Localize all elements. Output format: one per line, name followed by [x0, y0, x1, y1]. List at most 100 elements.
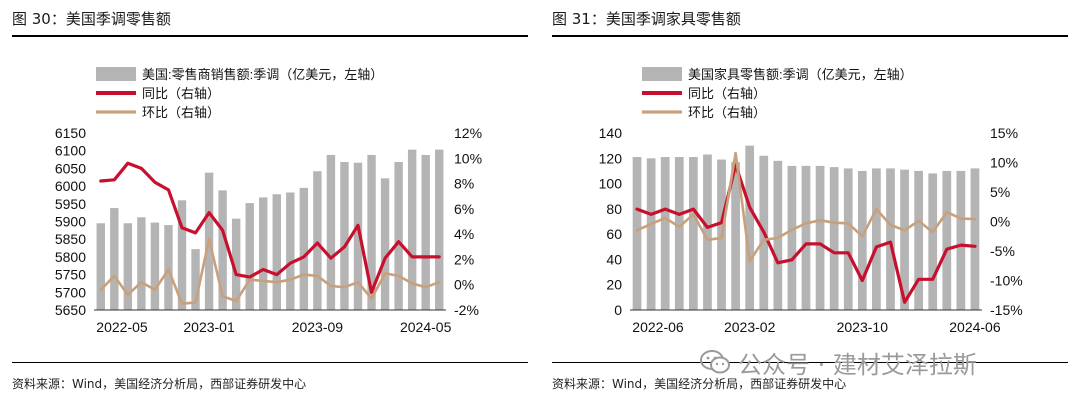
right-right-tick-6: 15% — [990, 125, 1018, 141]
wechat-icon — [700, 350, 730, 374]
right-left-tick-5: 100 — [599, 176, 623, 192]
left-legend-label-1: 同比（右轴） — [142, 86, 220, 101]
left-legend-swatch-bar — [96, 67, 136, 81]
right-bar-17 — [872, 168, 881, 310]
right-bar-5 — [703, 154, 712, 310]
left-bar-13 — [272, 194, 281, 310]
left-figure-title: 图 30：美国季调零售额 — [12, 10, 171, 28]
right-bar-7 — [731, 162, 740, 310]
left-right-tick-0: -2% — [454, 302, 479, 318]
left-line-mom — [99, 237, 441, 306]
right-x-tick-2: 2023-10 — [837, 319, 889, 335]
left-line-yoy — [99, 161, 441, 294]
left-bar-9 — [218, 190, 227, 310]
right-bar-22 — [942, 170, 952, 310]
right-bar-0 — [632, 157, 642, 310]
right-legend-label-0: 美国家具零售额:季调（亿美元，左轴） — [688, 67, 913, 82]
right-legend-label-2: 环比（右轴） — [688, 105, 766, 120]
right-bar-2 — [660, 157, 670, 310]
right-right-tick-4: 5% — [990, 184, 1010, 200]
right-x-tick-3: 2024-06 — [949, 319, 1001, 335]
left-figure: 图 30：美国季调零售额 5650 5700 5750 5800 5850 5900 595… — [12, 10, 528, 391]
left-bar-7 — [191, 249, 200, 310]
right-line-mom — [635, 151, 977, 263]
right-left-tick-2: 40 — [606, 251, 622, 267]
right-bar-16 — [857, 170, 867, 310]
left-bar-25 — [435, 149, 444, 310]
left-x-tick-2: 2023-09 — [292, 319, 344, 335]
right-bar-1 — [646, 158, 656, 310]
left-footer-rule — [12, 362, 528, 363]
right-bar-10 — [773, 160, 783, 310]
right-bar-11 — [787, 165, 797, 310]
left-x-tick-1: 2023-01 — [183, 319, 235, 335]
left-left-tick-6: 5950 — [55, 196, 86, 212]
left-bar-3 — [137, 217, 146, 310]
left-bar-12 — [259, 197, 268, 310]
watermark-text: 公众号 · 建材艾泽拉斯 — [738, 350, 977, 379]
left-title-rule — [12, 35, 528, 37]
right-bar-8 — [745, 145, 755, 310]
left-bar-2 — [123, 223, 133, 310]
right-line-yoy — [635, 163, 977, 304]
right-left-tick-7: 140 — [599, 125, 623, 141]
left-bar-4 — [150, 222, 160, 310]
left-bar-6 — [177, 200, 187, 310]
right-chart: 0 20 40 60 80 100 120 140 -15% -10% -5% 0% 5% 10% 15% 2… — [599, 67, 1023, 335]
right-figure-title: 图 31：美国季调家具零售额 — [552, 10, 741, 28]
left-bar-22 — [394, 162, 403, 310]
left-legend-label-0: 美国:零售商销售额:季调（亿美元，左轴） — [142, 67, 383, 82]
left-left-tick-4: 5850 — [55, 231, 86, 247]
left-left-tick-5: 5900 — [55, 214, 86, 230]
left-bar-11 — [245, 203, 254, 310]
left-x-tick-3: 2024-05 — [400, 319, 452, 335]
right-title-rule — [552, 35, 1068, 37]
left-left-tick-10: 6150 — [55, 125, 86, 141]
left-left-tick-3: 5800 — [55, 249, 86, 265]
left-right-tick-6: 10% — [454, 150, 482, 166]
right-bar-20 — [914, 170, 924, 310]
left-bar-24 — [421, 154, 430, 310]
left-bar-15 — [299, 187, 309, 310]
left-left-tick-2: 5750 — [55, 267, 86, 283]
left-source-note: 资料来源：Wind，美国经济分析局，西部证券研发中心 — [12, 377, 307, 391]
right-bar-15 — [843, 168, 853, 310]
right-bar-19 — [900, 169, 909, 310]
left-right-tick-3: 4% — [454, 226, 474, 242]
left-left-tick-7: 6000 — [55, 178, 86, 194]
left-bar-5 — [164, 225, 173, 310]
right-right-tick-3: 0% — [990, 214, 1010, 230]
right-bar-12 — [801, 165, 811, 310]
left-bar-0 — [96, 223, 105, 310]
right-left-tick-6: 120 — [599, 150, 623, 166]
left-left-tick-8: 6050 — [55, 160, 86, 176]
right-right-tick-1: -10% — [990, 273, 1023, 289]
left-bar-18 — [340, 162, 349, 310]
right-left-tick-0: 0 — [614, 302, 622, 318]
right-bar-18 — [886, 168, 895, 310]
right-left-tick-3: 60 — [606, 226, 622, 242]
left-right-tick-1: 0% — [454, 277, 474, 293]
right-footer-rule — [552, 362, 1068, 363]
right-right-tick-5: 10% — [990, 155, 1018, 171]
left-right-tick-5: 8% — [454, 176, 474, 192]
left-bar-10 — [231, 218, 241, 310]
right-figure: 图 31：美国季调家具零售额 0 20 40 60 80 100 120 140 -15% -10… — [540, 0, 1080, 408]
right-bar-13 — [815, 165, 825, 310]
right-left-tick-4: 80 — [606, 201, 622, 217]
left-right-tick-4: 6% — [454, 201, 474, 217]
right-bar-24 — [970, 168, 980, 310]
right-bar-4 — [688, 157, 698, 310]
left-bar-21 — [380, 178, 390, 310]
right-bar-23 — [956, 170, 966, 310]
left-legend-label-2: 环比（右轴） — [142, 105, 220, 120]
right-right-tick-0: -15% — [990, 302, 1023, 318]
left-bar-14 — [286, 192, 295, 310]
left-chart: 5650570057505800585059005950600060506100… — [55, 67, 482, 335]
left-bar-17 — [326, 154, 336, 310]
left-bar-19 — [353, 162, 363, 310]
left-x-tick-0: 2022-05 — [96, 319, 148, 335]
right-legend-label-1: 同比（右轴） — [688, 86, 766, 101]
left-left-tick-9: 6100 — [55, 143, 86, 159]
watermark: 公众号 · 建材艾泽拉斯 — [700, 342, 1060, 382]
